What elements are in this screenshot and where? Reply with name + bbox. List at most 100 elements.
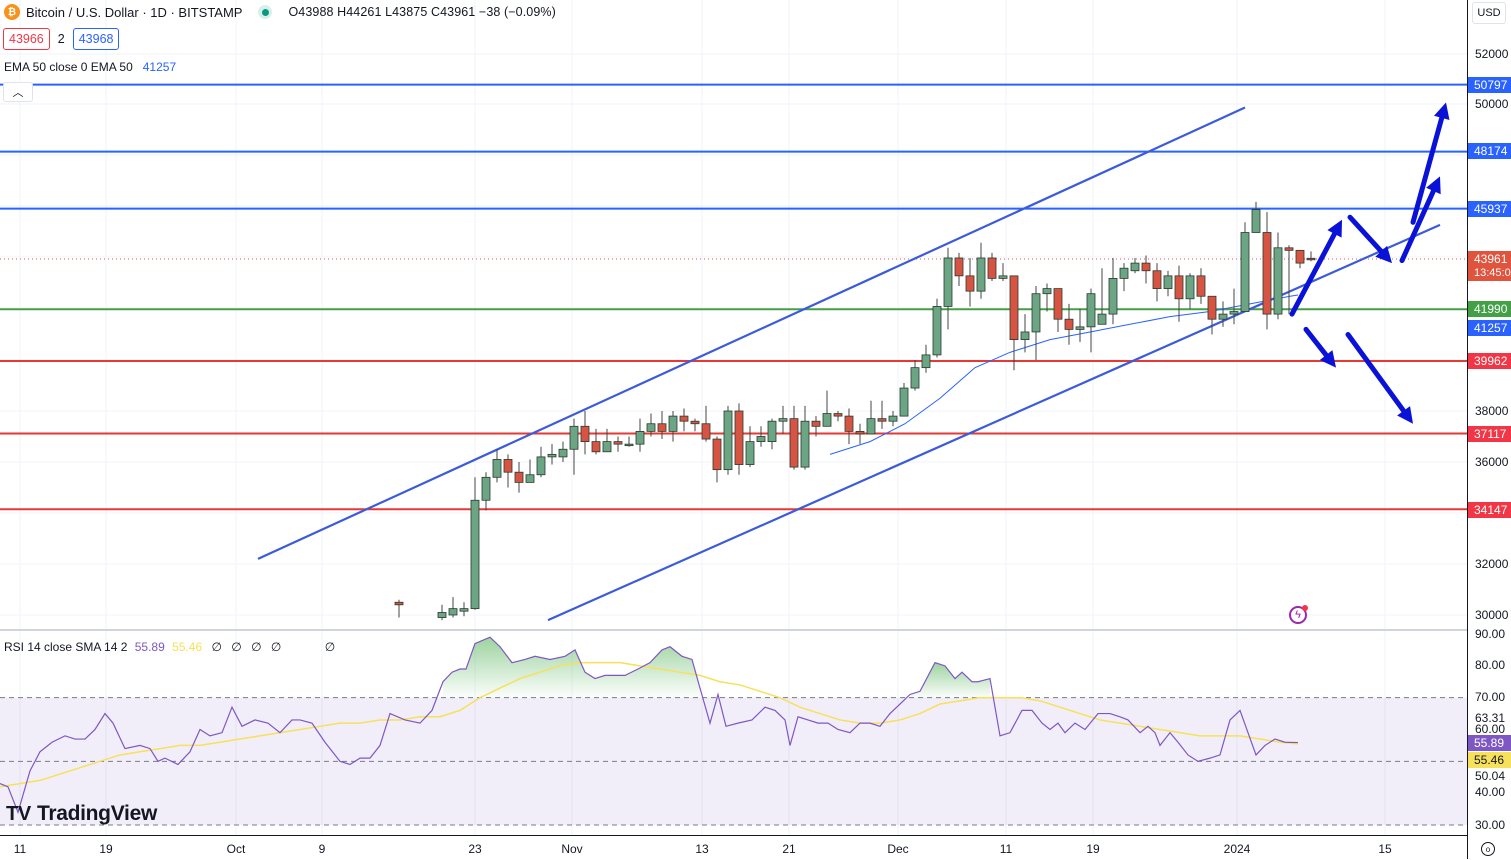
- candle-up[interactable]: [745, 441, 755, 465]
- candle-down[interactable]: [503, 459, 513, 473]
- buy-button[interactable]: 43968: [72, 28, 120, 50]
- candle-down[interactable]: [1284, 247, 1294, 251]
- candle-up[interactable]: [635, 430, 645, 445]
- tradingview-logo[interactable]: TV TradingView: [6, 802, 157, 826]
- currency-selector[interactable]: USD: [1472, 2, 1506, 24]
- rsi-value-label: 55.89: [1468, 735, 1511, 751]
- candle-up[interactable]: [998, 275, 1008, 279]
- candle-up[interactable]: [481, 476, 491, 501]
- ema-legend[interactable]: EMA 50 close 0 EMA 50 41257: [4, 60, 176, 74]
- candle-up[interactable]: [492, 459, 502, 478]
- candle-up[interactable]: [778, 418, 788, 422]
- candle-up[interactable]: [800, 420, 810, 468]
- candle-down[interactable]: [1009, 275, 1019, 341]
- candle-down[interactable]: [1141, 262, 1151, 272]
- candle-up[interactable]: [932, 306, 942, 356]
- candle-up[interactable]: [899, 387, 909, 417]
- candle-down[interactable]: [844, 415, 854, 432]
- candle-up[interactable]: [976, 257, 986, 292]
- candle-up[interactable]: [910, 367, 920, 389]
- candle-up[interactable]: [1273, 247, 1283, 315]
- candle-up[interactable]: [1097, 313, 1107, 325]
- symbol-title[interactable]: Bitcoin / U.S. Dollar · 1D · BITSTAMP: [26, 4, 243, 20]
- candle-down[interactable]: [514, 471, 524, 483]
- candle-down[interactable]: [734, 410, 744, 465]
- candle-down[interactable]: [657, 423, 667, 432]
- candle-up[interactable]: [1042, 288, 1052, 295]
- candle-down[interactable]: [965, 275, 975, 292]
- arrow-shaft: [1410, 115, 1445, 225]
- candle-up[interactable]: [525, 474, 535, 483]
- candle-up[interactable]: [602, 441, 612, 453]
- candle-down[interactable]: [701, 423, 711, 440]
- candle-down[interactable]: [1306, 257, 1316, 261]
- flash-alert-icon[interactable]: ϟ: [1289, 605, 1308, 624]
- candle-up[interactable]: [437, 612, 447, 618]
- candle-up[interactable]: [547, 453, 557, 458]
- candle-down[interactable]: [1262, 232, 1272, 315]
- candle-down[interactable]: [712, 438, 722, 471]
- rsi-tick: 63.31: [1475, 711, 1506, 725]
- candle-up[interactable]: [448, 608, 458, 616]
- candle-up[interactable]: [723, 410, 733, 471]
- candle-up[interactable]: [1240, 232, 1250, 312]
- candle-down[interactable]: [954, 257, 964, 277]
- candle-up[interactable]: [470, 499, 480, 610]
- candle-down[interactable]: [855, 430, 865, 435]
- candle-down[interactable]: [394, 601, 404, 606]
- candle-up[interactable]: [1031, 293, 1041, 333]
- candle-up[interactable]: [921, 354, 931, 369]
- candle-up[interactable]: [569, 425, 579, 450]
- candle-down[interactable]: [591, 441, 601, 453]
- candle-down[interactable]: [1064, 318, 1074, 330]
- candle-up[interactable]: [1075, 326, 1085, 330]
- candle-down[interactable]: [877, 418, 887, 422]
- price-level-label: 39962: [1468, 353, 1511, 369]
- candle-up[interactable]: [1020, 331, 1030, 341]
- candle-up[interactable]: [943, 257, 953, 307]
- candle-down[interactable]: [679, 415, 689, 422]
- candle-up[interactable]: [1119, 267, 1129, 279]
- candle-up[interactable]: [822, 413, 832, 427]
- candle-down[interactable]: [613, 441, 623, 445]
- candle-up[interactable]: [1218, 313, 1228, 320]
- candle-up[interactable]: [624, 443, 634, 447]
- candle-down[interactable]: [690, 420, 700, 425]
- candle-up[interactable]: [558, 448, 568, 458]
- candle-up[interactable]: [1130, 262, 1140, 272]
- candle-up[interactable]: [646, 423, 656, 432]
- collapse-legend-button[interactable]: ︿: [3, 82, 33, 102]
- price-tick: 38000: [1475, 404, 1509, 418]
- candle-down[interactable]: [1196, 275, 1206, 297]
- candle-up[interactable]: [767, 420, 777, 443]
- candle-down[interactable]: [811, 420, 821, 427]
- candle-up[interactable]: [459, 608, 469, 612]
- time-axis[interactable]: [0, 835, 1467, 860]
- candle-up[interactable]: [756, 436, 766, 442]
- settings-gear-icon[interactable]: o: [1481, 842, 1495, 856]
- candle-down[interactable]: [1295, 249, 1305, 264]
- candle-up[interactable]: [1185, 275, 1195, 300]
- candle-up[interactable]: [1086, 293, 1096, 328]
- arrow-shaft: [1303, 326, 1329, 358]
- candle-up[interactable]: [1229, 311, 1239, 315]
- candle-down[interactable]: [1053, 288, 1063, 320]
- rsi-legend[interactable]: RSI 14 close SMA 14 2 55.89 55.46 ∅ ∅ ∅ …: [4, 640, 335, 654]
- chart-canvas[interactable]: [0, 0, 1467, 835]
- candle-down[interactable]: [580, 425, 590, 442]
- candle-up[interactable]: [536, 456, 546, 476]
- candle-up[interactable]: [888, 415, 898, 422]
- candle-up[interactable]: [1108, 277, 1118, 315]
- candle-down[interactable]: [1152, 270, 1162, 290]
- candle-down[interactable]: [789, 418, 799, 468]
- sell-button[interactable]: 43966: [3, 28, 50, 50]
- rsi-tick: 60.00: [1475, 722, 1506, 736]
- candle-up[interactable]: [866, 418, 876, 435]
- candle-up[interactable]: [1251, 209, 1261, 233]
- candle-down[interactable]: [1207, 295, 1217, 320]
- candle-up[interactable]: [1163, 275, 1173, 290]
- candle-up[interactable]: [668, 415, 678, 432]
- candle-down[interactable]: [1174, 275, 1184, 300]
- candle-down[interactable]: [833, 413, 843, 417]
- candle-down[interactable]: [987, 257, 997, 279]
